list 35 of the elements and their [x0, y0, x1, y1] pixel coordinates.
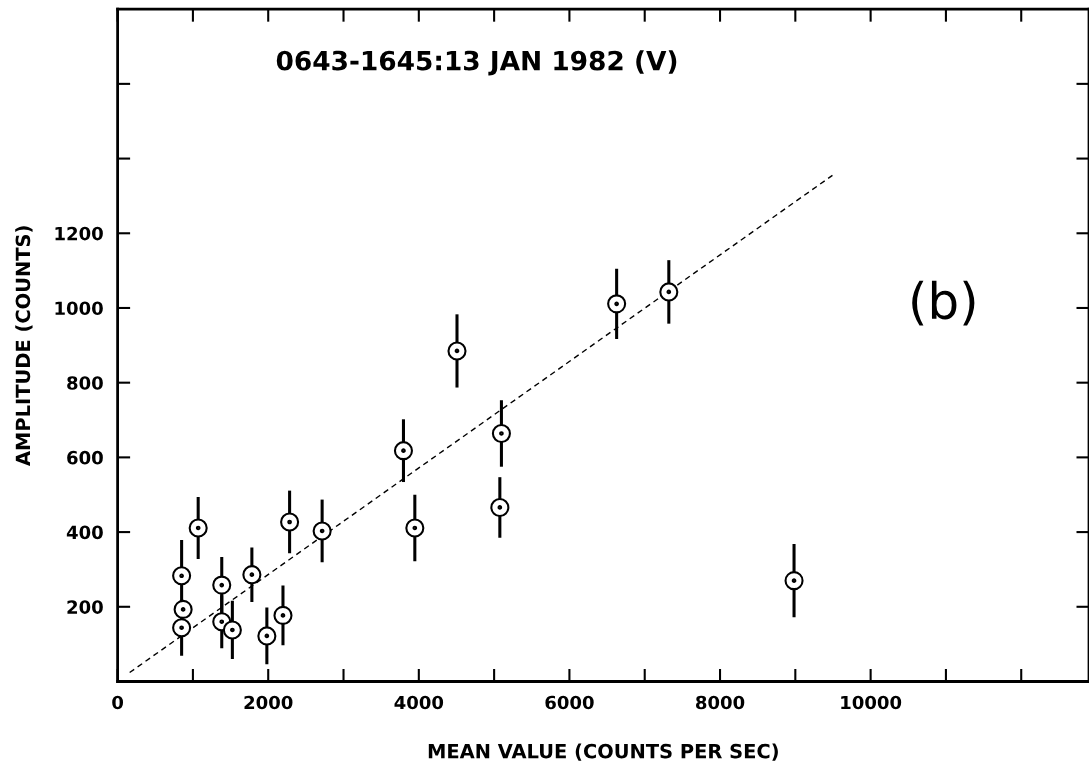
x-tick-label: 2000 — [244, 695, 293, 710]
point — [242, 565, 262, 585]
x-tick-label: 6000 — [545, 695, 594, 710]
x-tick-label: 0 — [112, 695, 124, 710]
y-tick-label: 400 — [66, 525, 103, 540]
text: 0643-1645:13 JAN 1982 (V) — [276, 50, 677, 76]
point — [280, 512, 300, 532]
point — [312, 521, 332, 541]
point — [607, 294, 627, 314]
point — [173, 599, 193, 619]
point — [393, 441, 413, 461]
x-tick-label: 4000 — [394, 695, 444, 710]
y-axis-title: AMPLITUDE (COUNTS) — [15, 226, 33, 466]
point — [659, 282, 679, 302]
point — [784, 571, 804, 591]
point — [172, 566, 192, 586]
x-tick-label: 10000 — [841, 695, 902, 710]
annotation: (b) — [912, 280, 975, 326]
y-tick-label: 1200 — [55, 226, 103, 241]
y-tick-label: 1000 — [55, 301, 103, 316]
y-tick-label: 200 — [67, 600, 103, 614]
point — [490, 497, 510, 517]
point — [172, 618, 192, 638]
point — [491, 423, 511, 444]
point — [273, 605, 293, 625]
x-axis-title: MEAN VALUE (COUNTS PER SEC) — [428, 743, 778, 761]
point — [212, 575, 232, 595]
point — [405, 518, 425, 538]
y-tick-label: 800 — [67, 376, 103, 390]
y-tick-label: 600 — [67, 450, 103, 465]
point — [222, 620, 242, 640]
point — [257, 626, 277, 646]
x-tick-label: 8000 — [696, 695, 745, 710]
point — [188, 518, 208, 538]
point — [447, 341, 467, 361]
